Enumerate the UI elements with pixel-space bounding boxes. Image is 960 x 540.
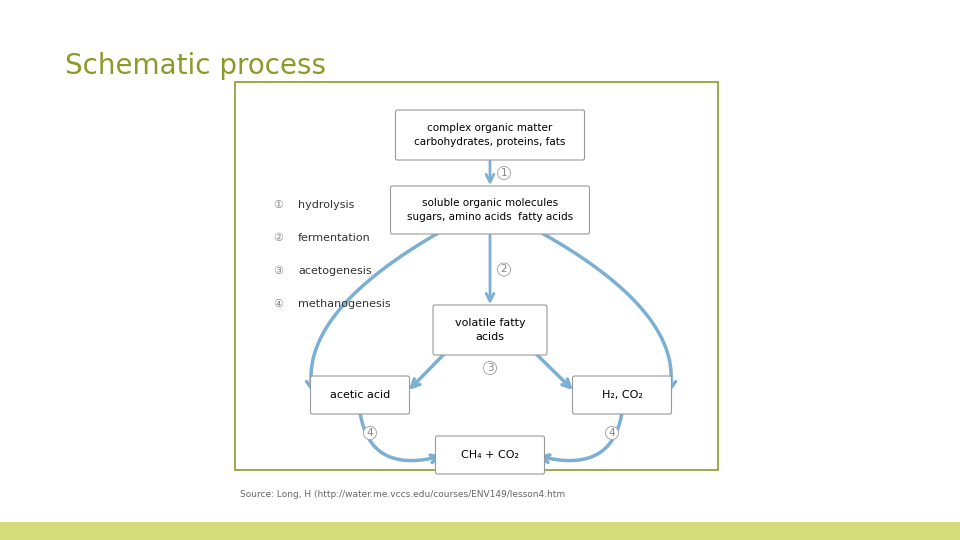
- FancyBboxPatch shape: [310, 376, 410, 414]
- Text: 1: 1: [501, 168, 507, 178]
- Text: 2: 2: [501, 265, 507, 274]
- FancyBboxPatch shape: [396, 110, 585, 160]
- Text: acetogenesis: acetogenesis: [298, 266, 372, 276]
- Text: 3: 3: [487, 363, 493, 373]
- Text: fermentation: fermentation: [298, 233, 371, 243]
- FancyBboxPatch shape: [391, 186, 589, 234]
- Text: volatile fatty
acids: volatile fatty acids: [455, 319, 525, 342]
- Text: methanogenesis: methanogenesis: [298, 299, 391, 309]
- FancyBboxPatch shape: [433, 305, 547, 355]
- Text: 4: 4: [367, 428, 373, 438]
- Text: hydrolysis: hydrolysis: [298, 200, 354, 210]
- Text: ③: ③: [273, 266, 283, 276]
- Text: Schematic process: Schematic process: [65, 52, 326, 80]
- Text: soluble organic molecules
sugars, amino acids  fatty acids: soluble organic molecules sugars, amino …: [407, 198, 573, 221]
- Text: ①: ①: [273, 200, 283, 210]
- Bar: [0, 522, 960, 540]
- Text: ④: ④: [273, 299, 283, 309]
- Text: acetic acid: acetic acid: [330, 390, 390, 400]
- Text: CH₄ + CO₂: CH₄ + CO₂: [461, 450, 519, 460]
- Text: Source: Long, H (http://water.me.vccs.edu/courses/ENV149/lesson4.htm: Source: Long, H (http://water.me.vccs.ed…: [240, 490, 565, 499]
- FancyBboxPatch shape: [572, 376, 671, 414]
- FancyBboxPatch shape: [436, 436, 544, 474]
- Bar: [235, 82, 718, 470]
- Text: 4: 4: [609, 428, 615, 438]
- Text: complex organic matter
carbohydrates, proteins, fats: complex organic matter carbohydrates, pr…: [415, 124, 565, 146]
- Text: ②: ②: [273, 233, 283, 243]
- Text: H₂, CO₂: H₂, CO₂: [602, 390, 642, 400]
